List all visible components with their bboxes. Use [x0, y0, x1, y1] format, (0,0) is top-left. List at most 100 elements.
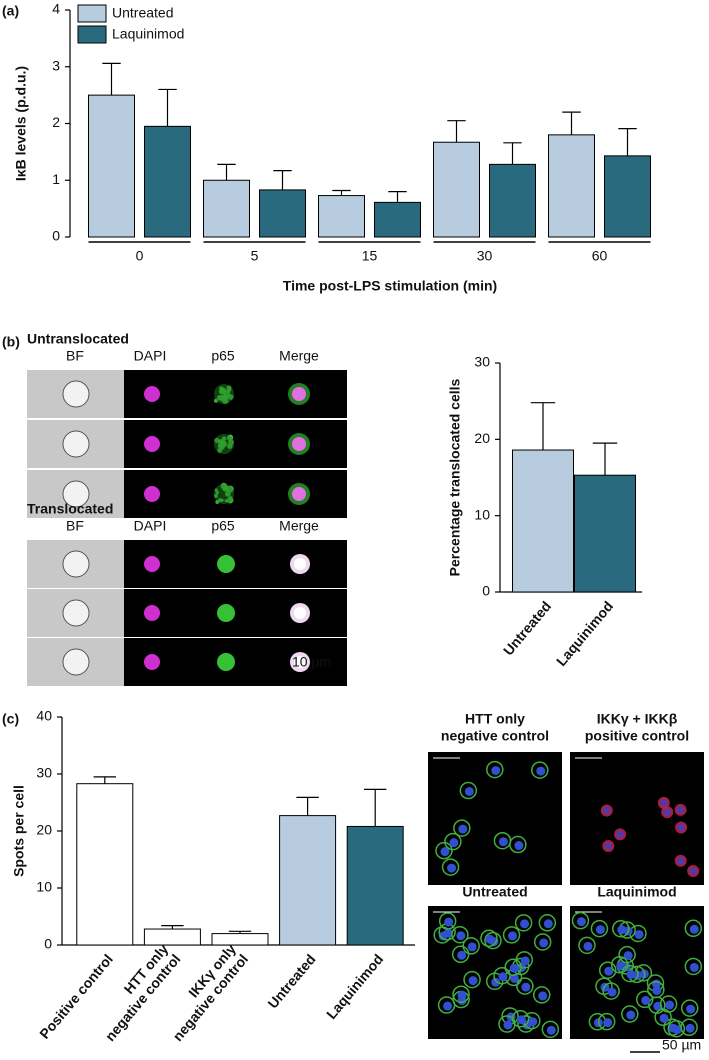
bar: [144, 125, 191, 238]
cell: [214, 384, 234, 404]
panel-label: (c): [2, 711, 19, 727]
cell: [498, 1015, 516, 1033]
cell: [616, 961, 626, 971]
x-tick-label: Untreated: [500, 598, 554, 658]
cell: [441, 858, 460, 876]
bar: [203, 179, 250, 238]
cell: [514, 841, 524, 851]
cell: [612, 919, 630, 938]
cell: [464, 787, 474, 797]
cell: [491, 977, 501, 987]
cell: [610, 956, 629, 974]
tile-title: negative control: [441, 728, 549, 744]
legend-swatch: [77, 25, 107, 44]
cell: [576, 917, 586, 927]
cell: [533, 933, 552, 951]
cell: [685, 1023, 695, 1033]
legend-label: Laquinimod: [112, 26, 184, 42]
cell: [543, 919, 553, 929]
bar: [88, 94, 135, 238]
cell: [509, 963, 519, 973]
bar: [259, 189, 306, 238]
panel-label: (b): [2, 334, 20, 350]
legend-swatch: [77, 4, 107, 23]
y-tick-label: 20: [474, 430, 490, 446]
cell: [435, 841, 453, 860]
cell: [214, 484, 234, 504]
x-axis-label: Time post-LPS stimulation (min): [283, 278, 497, 294]
y-tick-label: 30: [36, 765, 52, 781]
cell: [63, 649, 89, 675]
y-tick-label: 3: [52, 57, 60, 73]
channel-label: BF: [66, 518, 84, 534]
bar: [374, 201, 421, 238]
y-tick-label: 2: [52, 114, 60, 130]
cell: [217, 653, 235, 671]
cell: [520, 919, 530, 929]
cell: [484, 931, 502, 950]
cell: [663, 808, 672, 817]
cell: [520, 956, 530, 966]
y-tick-label: 4: [52, 1, 60, 17]
cell: [603, 1018, 613, 1028]
tile-title: IKKγ + IKKβ: [597, 711, 678, 727]
cell: [652, 986, 662, 996]
cell: [463, 970, 481, 989]
cell: [468, 976, 478, 986]
cell: [292, 387, 306, 401]
cell: [62, 648, 90, 676]
cell: [689, 924, 699, 934]
cell: [63, 431, 89, 457]
x-tick-label: 30: [477, 248, 493, 264]
cell: [617, 925, 627, 935]
x-tick-label: Laquinimod: [323, 951, 386, 1022]
cell: [458, 824, 468, 834]
y-tick-label: 1: [52, 171, 60, 187]
channel-label: Merge: [279, 518, 319, 534]
cell: [516, 977, 534, 995]
cell: [292, 487, 306, 501]
bar: [211, 933, 269, 946]
cell: [486, 760, 504, 779]
cell: [538, 991, 548, 1001]
cell: [447, 863, 457, 873]
cell: [517, 1015, 527, 1025]
bar: [489, 163, 536, 238]
y-tick-label: 20: [36, 822, 52, 838]
cell: [294, 558, 306, 570]
bar: [433, 141, 480, 238]
tile-title: HTT only: [465, 711, 525, 727]
y-tick-label: 30: [474, 354, 490, 370]
x-tick-label: 60: [592, 248, 608, 264]
cell: [641, 995, 651, 1005]
tile-title: Untreated: [462, 884, 527, 900]
cell: [521, 982, 531, 992]
cell: [444, 917, 454, 927]
cell: [453, 819, 471, 837]
cell: [62, 599, 90, 627]
cell: [686, 1004, 696, 1014]
cell: [676, 856, 685, 865]
cell: [680, 999, 699, 1017]
cell: [659, 1013, 669, 1023]
cell: [502, 926, 521, 944]
cell: [217, 604, 235, 622]
cell: [598, 961, 617, 979]
cell: [654, 1008, 672, 1027]
cell: [689, 866, 698, 875]
y-axis-label: Percentage translocated cells: [447, 378, 463, 576]
cell: [467, 942, 477, 952]
cell: [504, 958, 522, 976]
cell: [546, 1025, 556, 1035]
panel-label: (a): [2, 3, 19, 19]
channel-label: p65: [211, 518, 235, 534]
cell: [536, 766, 546, 776]
bar: [279, 815, 337, 946]
y-tick-label: 10: [36, 879, 52, 895]
cell: [531, 761, 549, 779]
cell: [509, 835, 527, 854]
cell: [595, 925, 605, 935]
cell: [443, 1001, 453, 1011]
cell: [667, 1019, 686, 1038]
